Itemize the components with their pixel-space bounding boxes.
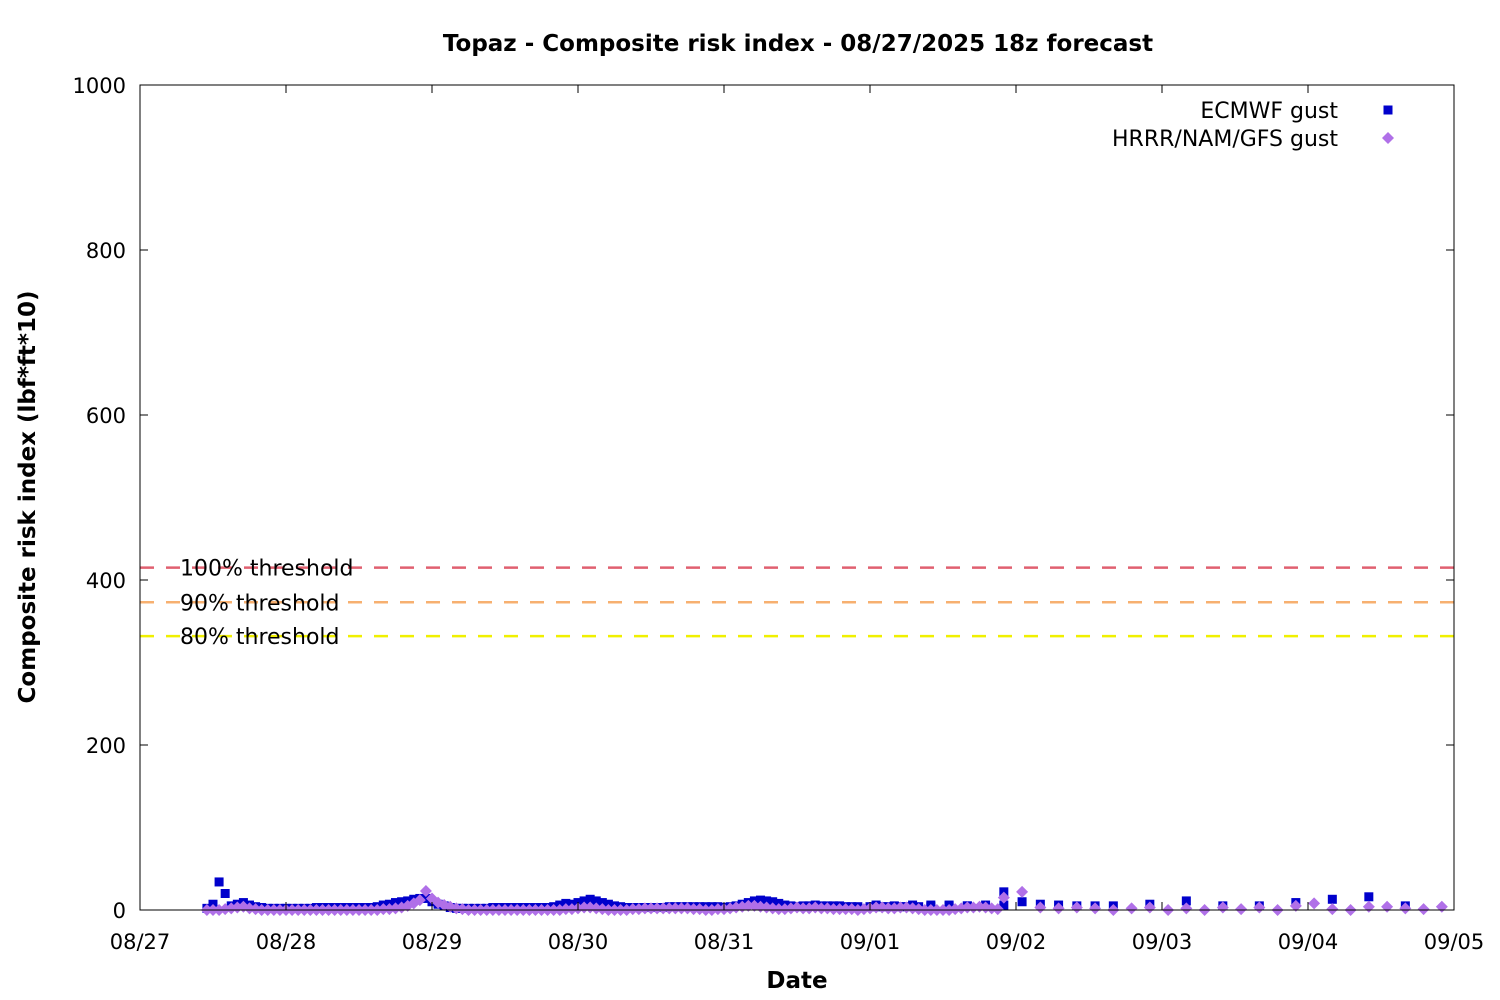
data-point bbox=[1216, 901, 1229, 914]
y-tick-label: 400 bbox=[86, 569, 126, 593]
data-point bbox=[1364, 892, 1374, 902]
data-point bbox=[578, 901, 591, 914]
data-point bbox=[1016, 885, 1029, 898]
legend-label: ECMWF gust bbox=[1200, 99, 1338, 124]
x-tick-label: 08/29 bbox=[402, 930, 463, 954]
data-point bbox=[997, 891, 1010, 904]
data-point bbox=[651, 902, 664, 915]
data-point bbox=[1181, 896, 1191, 906]
threshold-labels: 100% threshold 90% threshold 80% threshold bbox=[180, 557, 354, 650]
data-point bbox=[1253, 901, 1266, 914]
data-point bbox=[1143, 901, 1156, 914]
data-point bbox=[1017, 897, 1027, 907]
data-point bbox=[597, 898, 607, 908]
data-point bbox=[991, 903, 1004, 916]
data-point bbox=[870, 901, 883, 914]
threshold-label: 100% threshold bbox=[180, 557, 354, 582]
data-point bbox=[827, 903, 840, 916]
data-point bbox=[894, 901, 907, 914]
x-tick-label: 09/01 bbox=[840, 930, 901, 954]
data-point bbox=[711, 903, 724, 916]
data-point bbox=[249, 903, 262, 916]
data-point bbox=[638, 902, 651, 915]
data-point bbox=[626, 903, 639, 916]
data-point bbox=[214, 877, 224, 887]
y-axis-label: Composite risk index (lbf*ft*10) bbox=[15, 291, 41, 704]
y-tick-label: 200 bbox=[86, 734, 126, 758]
x-tick-label: 09/02 bbox=[986, 930, 1047, 954]
y-tick-label: 600 bbox=[86, 404, 126, 428]
data-point bbox=[762, 896, 772, 906]
data-point bbox=[961, 901, 974, 914]
data-point bbox=[579, 896, 589, 906]
data-point bbox=[1326, 903, 1339, 916]
data-point bbox=[1052, 902, 1065, 915]
threshold-label: 80% threshold bbox=[180, 625, 340, 650]
data-point bbox=[1399, 902, 1412, 915]
data-point bbox=[1327, 894, 1337, 904]
threshold-lines bbox=[140, 566, 1454, 638]
data-point bbox=[377, 903, 390, 916]
data-point bbox=[839, 903, 852, 916]
threshold-label: 90% threshold bbox=[180, 591, 340, 616]
data-point bbox=[768, 897, 778, 907]
data-point bbox=[833, 903, 846, 916]
x-tick-label: 09/03 bbox=[1132, 930, 1193, 954]
legend-label: HRRR/NAM/GFS gust bbox=[1112, 127, 1338, 152]
data-point bbox=[772, 903, 785, 916]
data-point bbox=[999, 900, 1009, 910]
data-point bbox=[687, 903, 700, 916]
data-point bbox=[1289, 899, 1302, 912]
x-tick-label: 08/31 bbox=[694, 930, 755, 954]
x-tick-label: 09/04 bbox=[1278, 930, 1339, 954]
data-point bbox=[669, 902, 682, 915]
legend-marker bbox=[1383, 105, 1393, 115]
chart-title: Topaz - Composite risk index - 08/27/202… bbox=[443, 31, 1153, 57]
data-point bbox=[756, 895, 765, 905]
data-point bbox=[1089, 902, 1102, 915]
y-tick-label: 800 bbox=[86, 239, 126, 263]
x-tick-label: 08/30 bbox=[548, 930, 609, 954]
data-point bbox=[421, 893, 431, 903]
data-point bbox=[1417, 903, 1430, 916]
data-point bbox=[1235, 903, 1248, 916]
data-point bbox=[419, 885, 432, 898]
y-tick-label: 1000 bbox=[73, 74, 126, 98]
data-point bbox=[675, 902, 688, 915]
data-point bbox=[645, 902, 657, 915]
data-point bbox=[797, 902, 810, 915]
x-tick-label: 09/05 bbox=[1424, 930, 1485, 954]
data-point bbox=[1070, 901, 1083, 914]
data-point bbox=[663, 902, 676, 915]
y-tick-label: 0 bbox=[113, 899, 126, 923]
plot-frame bbox=[139, 84, 1455, 911]
x-tick-label: 08/27 bbox=[110, 930, 171, 954]
data-point bbox=[657, 902, 670, 915]
data-point bbox=[882, 902, 895, 915]
data-point bbox=[559, 903, 572, 916]
data-point bbox=[1180, 902, 1193, 915]
data-point bbox=[742, 899, 755, 912]
data-point bbox=[1308, 897, 1321, 910]
data-point bbox=[591, 896, 601, 906]
data-point bbox=[1125, 902, 1138, 915]
data-point bbox=[220, 889, 230, 898]
legend: ECMWF gust HRRR/NAM/GFS gust bbox=[1112, 99, 1394, 152]
data-point bbox=[815, 902, 828, 915]
x-tick-label: 08/28 bbox=[256, 930, 317, 954]
x-axis-label: Date bbox=[766, 968, 827, 994]
axis-ticks: 08/27 08/28 08/29 08/30 08/31 09/01 09/02 09/03… bbox=[73, 74, 1485, 954]
data-point bbox=[413, 894, 426, 907]
data-point bbox=[585, 894, 595, 904]
legend-marker bbox=[1382, 132, 1394, 144]
data-point bbox=[1034, 901, 1047, 914]
